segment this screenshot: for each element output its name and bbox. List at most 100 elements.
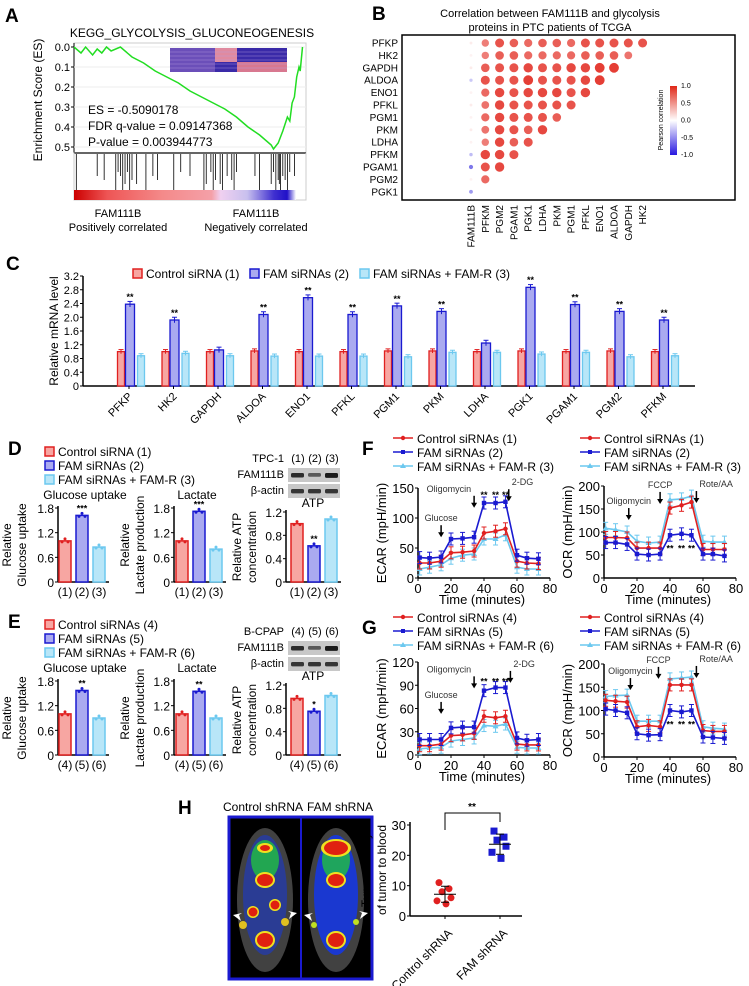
significance-marker: ** <box>126 292 134 302</box>
lane-label: (4) <box>291 626 304 638</box>
arrow-icon <box>233 913 242 921</box>
panel-label-c: C <box>6 254 20 275</box>
injection-label: Rote/AA <box>699 479 733 489</box>
y-tick-label: 10 <box>392 879 406 894</box>
row-label: ALDOA <box>364 76 398 87</box>
arrow-down-icon <box>655 673 662 679</box>
data-point <box>214 545 218 549</box>
data-point <box>433 897 441 905</box>
y-tick-label: 100 <box>392 511 414 526</box>
heatmap-block <box>215 48 237 62</box>
arrow-down-icon <box>505 496 512 502</box>
data-point <box>667 675 673 681</box>
data-point <box>493 685 498 690</box>
data-point <box>700 728 706 733</box>
data-point <box>612 526 619 532</box>
corr-dot <box>538 75 547 85</box>
legend-label: FAM siRNAs + FAM-R (3) <box>58 473 195 487</box>
legend-label: FAM siRNAs (2) <box>604 446 690 460</box>
blot-row-label: β-actin <box>251 485 284 497</box>
corr-dot <box>509 100 519 110</box>
legend-marker <box>401 450 405 454</box>
series-line-rescue <box>419 533 539 570</box>
data-point <box>217 717 221 721</box>
heart-hotspot <box>328 874 344 886</box>
bar-control <box>175 540 189 583</box>
category-label: ALDOA <box>234 390 269 425</box>
corr-dot <box>481 175 490 184</box>
injection-label: FCCP <box>646 655 671 665</box>
y-axis-label: Lactate production <box>133 669 147 768</box>
y-tick-label: 50 <box>586 548 600 563</box>
image-label-control: Control shRNA <box>223 800 303 814</box>
category-label: PGK1 <box>506 391 535 420</box>
bar-control <box>175 713 189 756</box>
corr-dot <box>552 38 562 48</box>
tumor-signal <box>353 919 359 925</box>
corr-dot <box>538 100 547 110</box>
uptake-hotspot <box>324 841 348 855</box>
corr-dot <box>537 87 548 98</box>
bar-control <box>294 350 304 387</box>
bar-rescue <box>359 355 368 387</box>
significance-bracket <box>444 812 501 830</box>
data-point <box>326 518 330 522</box>
x-tick-label: 60 <box>510 581 524 596</box>
y-tick-label: 0 <box>47 749 54 763</box>
y-tick-label: 0.8 <box>265 529 282 543</box>
bar-fam <box>391 305 403 387</box>
arrow-down-icon <box>657 498 664 504</box>
blot-band <box>325 489 338 494</box>
data-point <box>63 710 67 714</box>
corr-dot <box>523 63 533 73</box>
corr-dot <box>552 63 562 73</box>
bar-fam <box>480 342 492 387</box>
data-point <box>97 543 101 547</box>
data-point <box>66 540 70 544</box>
row-label: PKM <box>376 125 398 136</box>
corr-dot <box>469 152 473 157</box>
row-label: LDHA <box>371 138 398 149</box>
corr-dot <box>567 38 576 48</box>
corr-dot <box>481 138 489 146</box>
y-tick-label: 20 <box>392 848 406 863</box>
legend-label: FAM siRNAs (2) <box>58 459 144 473</box>
corr-dot <box>567 51 576 60</box>
data-point <box>83 514 87 518</box>
y-tick-label: 1.2 <box>37 527 54 541</box>
y-tick-label: 0.0 <box>55 42 70 54</box>
bar-control <box>561 350 571 387</box>
data-point <box>80 511 84 515</box>
bar-fam <box>302 297 314 387</box>
corr-dot <box>469 78 473 82</box>
blot-row-label: β-actin <box>251 658 284 670</box>
col-label: PFKM <box>481 205 492 233</box>
y-tick-label: 0 <box>407 571 414 586</box>
col-label: PGM1 <box>567 205 578 234</box>
data-point <box>524 556 530 561</box>
y-tick-label: 1.2 <box>64 340 79 352</box>
series-line-fam <box>605 708 725 740</box>
x-axis-label: Time (minutes) <box>439 769 525 784</box>
image-label-fam: FAM shRNA <box>307 800 373 814</box>
y-axis-label: Relative <box>0 696 14 740</box>
corr-dot <box>509 63 519 73</box>
bar-rescue <box>225 355 235 387</box>
corr-dot <box>552 75 562 85</box>
legend-label: FAM siRNAs + FAM-R (3) <box>604 460 741 474</box>
y-tick-label: 1.2 <box>37 700 54 714</box>
bar-fam <box>169 319 180 387</box>
legend-label: FAM siRNAs + FAM-R (3) <box>417 460 554 474</box>
category-label: (2) <box>307 585 322 599</box>
category-label: FAM shRNA <box>454 926 511 983</box>
x-tick-label: 0 <box>414 758 421 773</box>
corr-dot <box>594 62 605 73</box>
corr-dot <box>495 63 505 73</box>
data-point <box>197 507 201 511</box>
data-point <box>679 503 684 508</box>
x-axis-label: Time (minutes) <box>439 592 525 607</box>
data-point <box>624 542 630 547</box>
category-label: PGAM1 <box>544 391 580 427</box>
data-point <box>488 848 496 856</box>
corr-dot <box>538 63 547 73</box>
